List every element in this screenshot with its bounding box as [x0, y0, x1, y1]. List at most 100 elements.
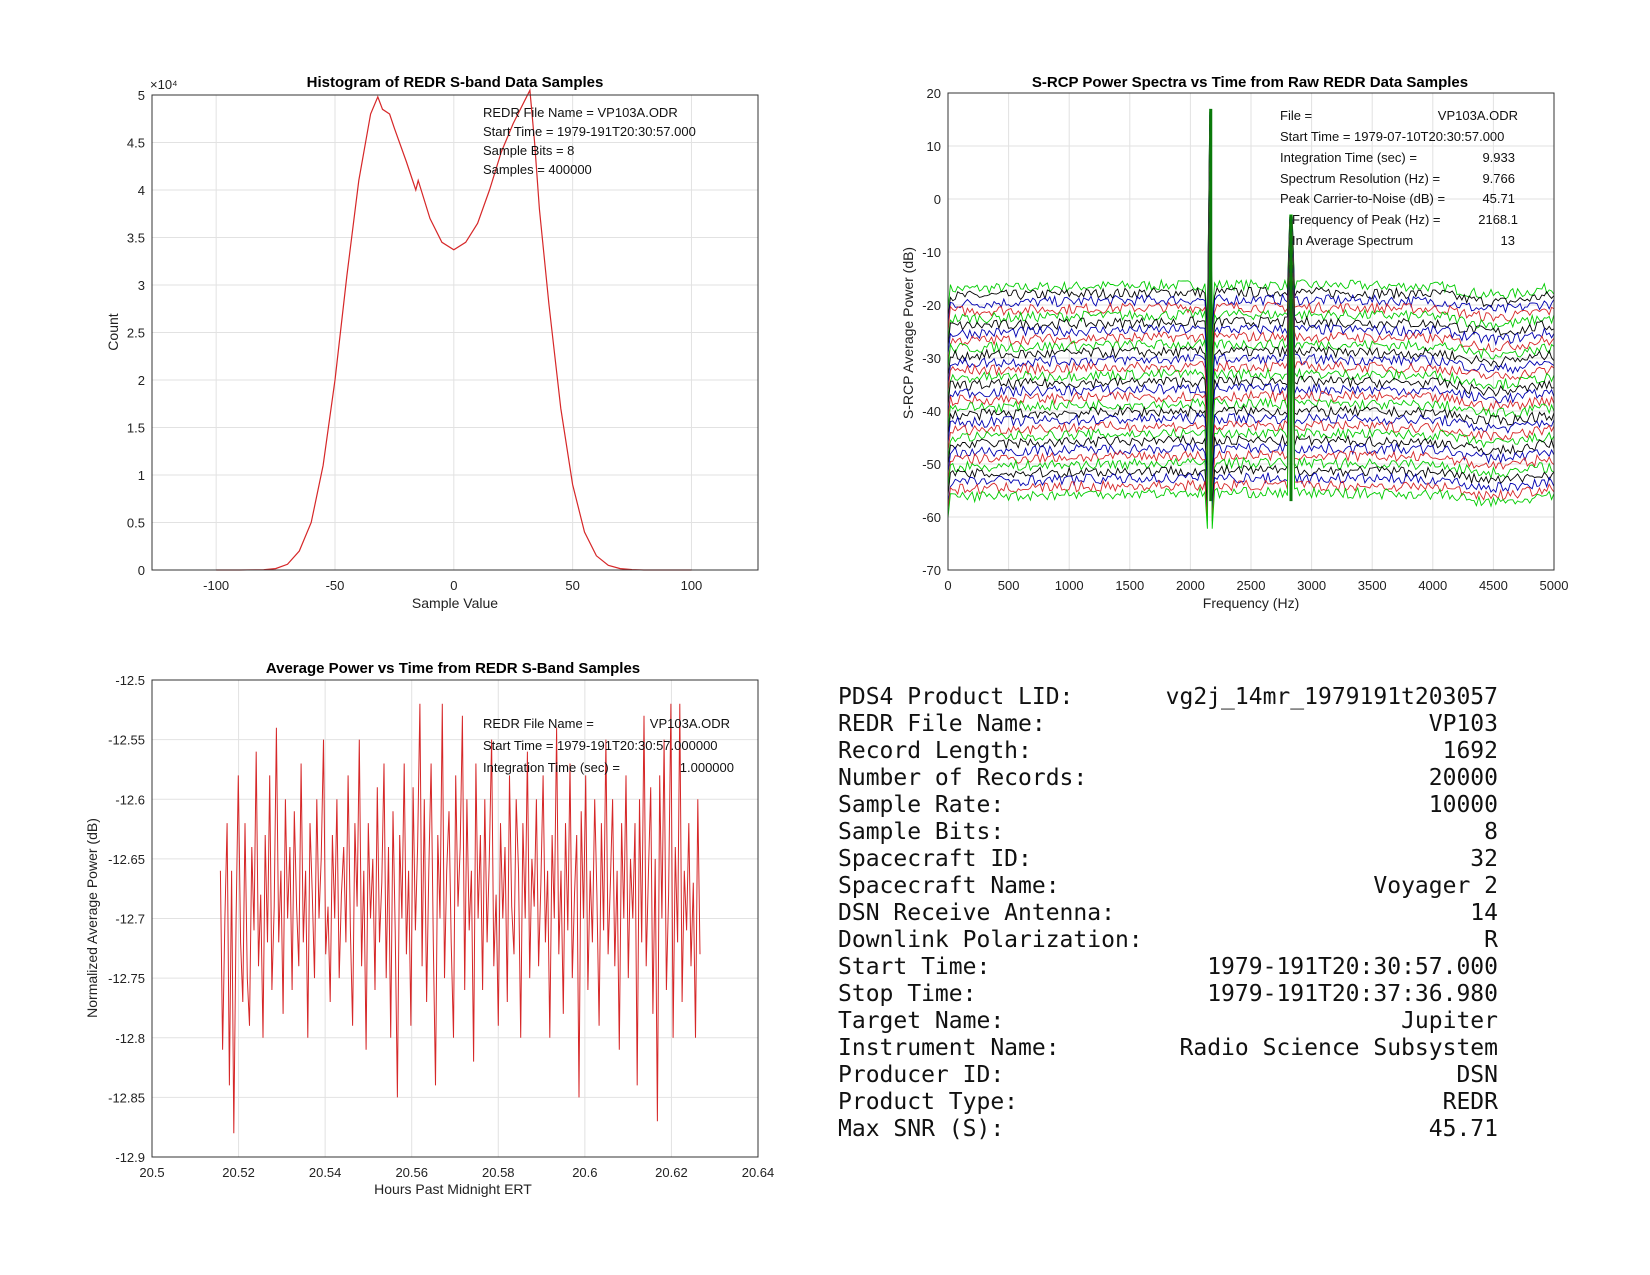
info-label: PDS4 Product LID: [838, 684, 1074, 710]
info-value: 1979-191T20:37:36.980 [1207, 981, 1498, 1007]
power-ticks: 20.5 20.52 20.54 20.56 20.58 20.6 20.62 20.64 -1… [108, 673, 774, 1180]
spectra-y-tick-label: -10 [922, 245, 941, 260]
info-value: R [1484, 927, 1498, 953]
histogram-data [216, 88, 692, 571]
power-ann-value-1: VP103A.ODR [650, 716, 730, 731]
power-ann-value-3: 1.000000 [680, 760, 734, 775]
power-plot: 20.5 20.52 20.54 20.56 20.58 20.6 20.62 20.64 -1… [84, 660, 774, 1197]
histogram-y-tick-label: 4.5 [127, 136, 145, 151]
histogram-annotation-1: REDR File Name = VP103A.ODR [483, 105, 678, 120]
spectra-x-tick-label: 1000 [1055, 578, 1084, 593]
spectra-ann-label-4: Spectrum Resolution (Hz) = [1280, 171, 1440, 186]
info-value: 45.71 [1428, 1116, 1498, 1142]
info-label: Product Type: [838, 1089, 1019, 1115]
spectrum-line [947, 167, 1555, 440]
spectra-y-tick-label: 10 [927, 139, 941, 154]
histogram-grid [152, 94, 758, 571]
spectra-ann-value-5: 45.71 [1482, 191, 1515, 206]
histogram-y-tick-label: 4 [138, 183, 145, 198]
spectrum-line [947, 211, 1555, 507]
power-y-tick-label: -12.6 [115, 792, 145, 807]
spectra-annotations: File = VP103A.ODR Start Time = 1979-07-1… [1280, 108, 1518, 248]
spectrum-line [947, 127, 1555, 366]
spectrum-line [947, 138, 1555, 388]
spectra-axes-box [947, 92, 1555, 571]
power-ylabel: Normalized Average Power (dB) [84, 818, 100, 1018]
power-series-line [219, 703, 701, 1134]
spectra-x-tick-label: 2000 [1176, 578, 1205, 593]
info-value: 20000 [1428, 765, 1498, 791]
spectrum-line [947, 222, 1555, 522]
spectra-y-tick-label: -30 [922, 351, 941, 366]
info-label: DSN Receive Antenna: [838, 900, 1115, 926]
spectra-ticks: 0 500 1000 1500 2000 2500 3000 3500 4000 4500 5000… [922, 86, 1568, 593]
spectrum-line [947, 195, 1555, 485]
spectra-y-tick-label: 20 [927, 86, 941, 101]
info-value: Voyager 2 [1373, 873, 1498, 899]
info-row: Stop Time: 1979-191T20:37:36.980 [838, 981, 1498, 1008]
info-value: 1692 [1442, 738, 1498, 764]
histogram-x-tick-label: 100 [681, 578, 703, 593]
info-label: Target Name: [838, 1008, 1005, 1034]
info-row: Sample Bits: 8 [838, 819, 1498, 846]
histogram-ticks: -100 -50 0 50 100 0 0.5 1 1.5 2 2.5 3 3.5 4 4.5 5 [127, 88, 702, 593]
info-value: vg2j_14mr_1979191t203057 [1165, 684, 1498, 710]
spectrum-line [947, 154, 1555, 418]
info-label: Record Length: [838, 738, 1032, 764]
info-label: Stop Time: [838, 981, 977, 1007]
info-label: Sample Rate: [838, 792, 1005, 818]
spectra-x-tick-label: 3500 [1358, 578, 1387, 593]
spectra-x-tick-label: 500 [998, 578, 1020, 593]
power-y-tick-label: -12.8 [115, 1031, 145, 1046]
spectrum-line [947, 228, 1555, 529]
histogram-annotation-3: Sample Bits = 8 [483, 143, 574, 158]
histogram-x-tick-label: 0 [450, 578, 457, 593]
power-y-tick-label: -12.65 [108, 852, 145, 867]
spectra-y-tick-label: 0 [934, 192, 941, 207]
spectrum-line [947, 117, 1555, 344]
info-label: Instrument Name: [838, 1035, 1060, 1061]
info-value: 14 [1470, 900, 1498, 926]
histogram-y-exponent: ×10⁴ [150, 77, 178, 92]
spectra-ann-value-6: 2168.1 [1478, 212, 1518, 227]
histogram-title: Histogram of REDR S-band Data Samples [307, 74, 604, 91]
info-row: Start Time: 1979-191T20:30:57.000 [838, 954, 1498, 981]
spectra-grid [947, 92, 1555, 571]
histogram-annotation-4: Samples = 400000 [483, 162, 592, 177]
spectra-ann-label-3: Integration Time (sec) = [1280, 150, 1417, 165]
spectrum-line [947, 158, 1555, 425]
power-ann-label-1: REDR File Name = [483, 716, 594, 731]
spectrum-line [947, 217, 1555, 514]
spectra-ann-value-1: VP103A.ODR [1438, 108, 1518, 123]
spectrum-line [947, 162, 1555, 433]
power-x-tick-label: 20.64 [742, 1165, 775, 1180]
power-x-tick-label: 20.52 [222, 1165, 255, 1180]
power-x-tick-label: 20.58 [482, 1165, 515, 1180]
histogram-ylabel: Count [105, 313, 121, 350]
spectrum-line [947, 150, 1555, 410]
histogram-y-tick-label: 1.5 [127, 421, 145, 436]
spectra-ann-value-3: 9.933 [1482, 150, 1515, 165]
power-y-tick-label: -12.55 [108, 733, 145, 748]
info-label: Downlink Polarization: [838, 927, 1143, 953]
spectrum-line [947, 134, 1555, 381]
spectra-ann-value-4: 9.766 [1482, 171, 1515, 186]
spectra-xlabel: Frequency (Hz) [1203, 595, 1299, 611]
spectra-x-tick-label: 2500 [1237, 578, 1266, 593]
info-value: 8 [1484, 819, 1498, 845]
spectra-y-tick-label: -50 [922, 457, 941, 472]
histogram-y-tick-label: 0 [138, 563, 145, 578]
spectra-data [947, 108, 1555, 529]
power-title: Average Power vs Time from REDR S-Band S… [266, 660, 640, 677]
histogram-xlabel: Sample Value [412, 595, 498, 611]
info-label: Sample Bits: [838, 819, 1005, 845]
spectrum-line [947, 190, 1555, 477]
spectra-ylabel: S-RCP Average Power (dB) [900, 247, 916, 419]
histogram-x-tick-label: -50 [326, 578, 345, 593]
spectra-ann-label-7: In Average Spectrum [1292, 233, 1413, 248]
info-label: REDR File Name: [838, 711, 1046, 737]
spectra-plot: 0 500 1000 1500 2000 2500 3000 3500 4000 4500 5000… [900, 74, 1568, 611]
spectra-x-tick-label: 4500 [1479, 578, 1508, 593]
histogram-series-line [216, 88, 692, 571]
